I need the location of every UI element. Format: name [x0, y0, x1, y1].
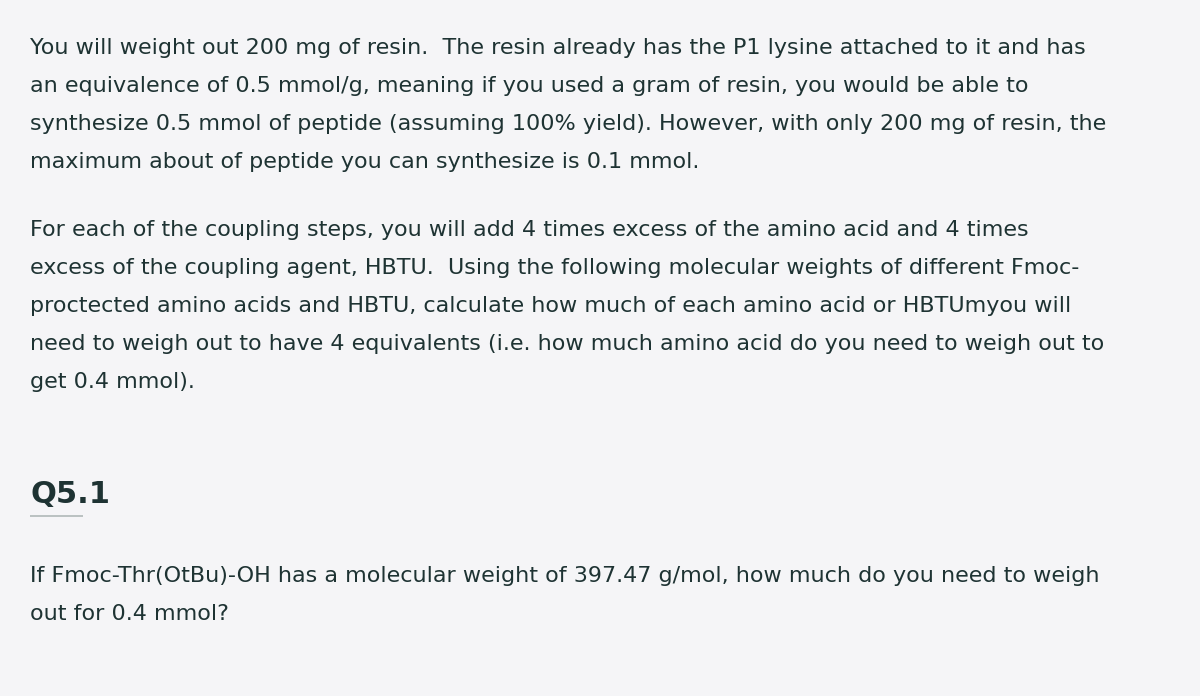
Text: an equivalence of 0.5 mmol/g, meaning if you used a gram of resin, you would be : an equivalence of 0.5 mmol/g, meaning if… [30, 76, 1028, 96]
Text: proctected amino acids and HBTU, calculate how much of each amino acid or HBTUmy: proctected amino acids and HBTU, calcula… [30, 296, 1072, 316]
Text: need to weigh out to have 4 equivalents (i.e. how much amino acid do you need to: need to weigh out to have 4 equivalents … [30, 334, 1104, 354]
Text: For each of the coupling steps, you will add 4 times excess of the amino acid an: For each of the coupling steps, you will… [30, 220, 1028, 240]
Text: out for 0.4 mmol?: out for 0.4 mmol? [30, 603, 229, 624]
Text: If Fmoc-Thr(OtBu)-OH has a molecular weight of 397.47 g/mol, how much do you nee: If Fmoc-Thr(OtBu)-OH has a molecular wei… [30, 566, 1099, 585]
Text: Q5.1: Q5.1 [30, 480, 110, 509]
Text: synthesize 0.5 mmol of peptide (assuming 100% yield). However, with only 200 mg : synthesize 0.5 mmol of peptide (assuming… [30, 114, 1106, 134]
Text: You will weight out 200 mg of resin.  The resin already has the P1 lysine attach: You will weight out 200 mg of resin. The… [30, 38, 1086, 58]
Text: excess of the coupling agent, HBTU.  Using the following molecular weights of di: excess of the coupling agent, HBTU. Usin… [30, 258, 1079, 278]
Text: maximum about of peptide you can synthesize is 0.1 mmol.: maximum about of peptide you can synthes… [30, 152, 700, 172]
Text: get 0.4 mmol).: get 0.4 mmol). [30, 372, 194, 392]
